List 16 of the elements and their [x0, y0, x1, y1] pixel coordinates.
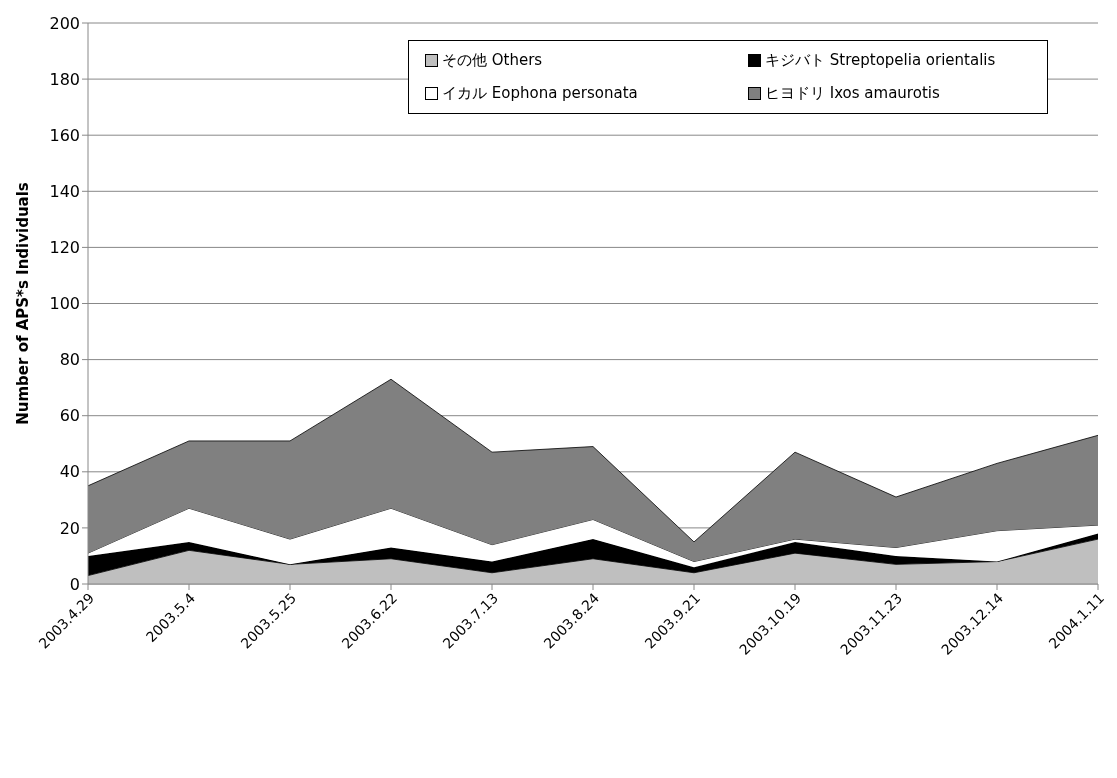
y-tick-label: 0 — [69, 574, 80, 594]
y-tick-label: 180 — [49, 69, 80, 89]
legend-label: その他 Others — [442, 51, 543, 70]
y-tick-label: 140 — [49, 181, 80, 201]
legend-label: キジバト Streptopelia orientalis — [765, 51, 996, 70]
y-tick-label: 160 — [49, 125, 80, 145]
y-tick-label: 20 — [59, 518, 80, 538]
y-tick-label: 60 — [59, 406, 80, 426]
y-tick-label: 40 — [59, 462, 80, 482]
y-tick-label: 120 — [49, 238, 80, 258]
legend-label: ヒヨドリ Ixos amaurotis — [765, 84, 940, 103]
y-tick-label: 80 — [59, 350, 80, 370]
y-tick-label: 100 — [49, 294, 80, 314]
y-axis-title: Number of APS*s Individuals — [14, 182, 33, 425]
y-tick-label: 200 — [49, 13, 80, 33]
legend-label: イカル Eophona personata — [442, 84, 638, 103]
